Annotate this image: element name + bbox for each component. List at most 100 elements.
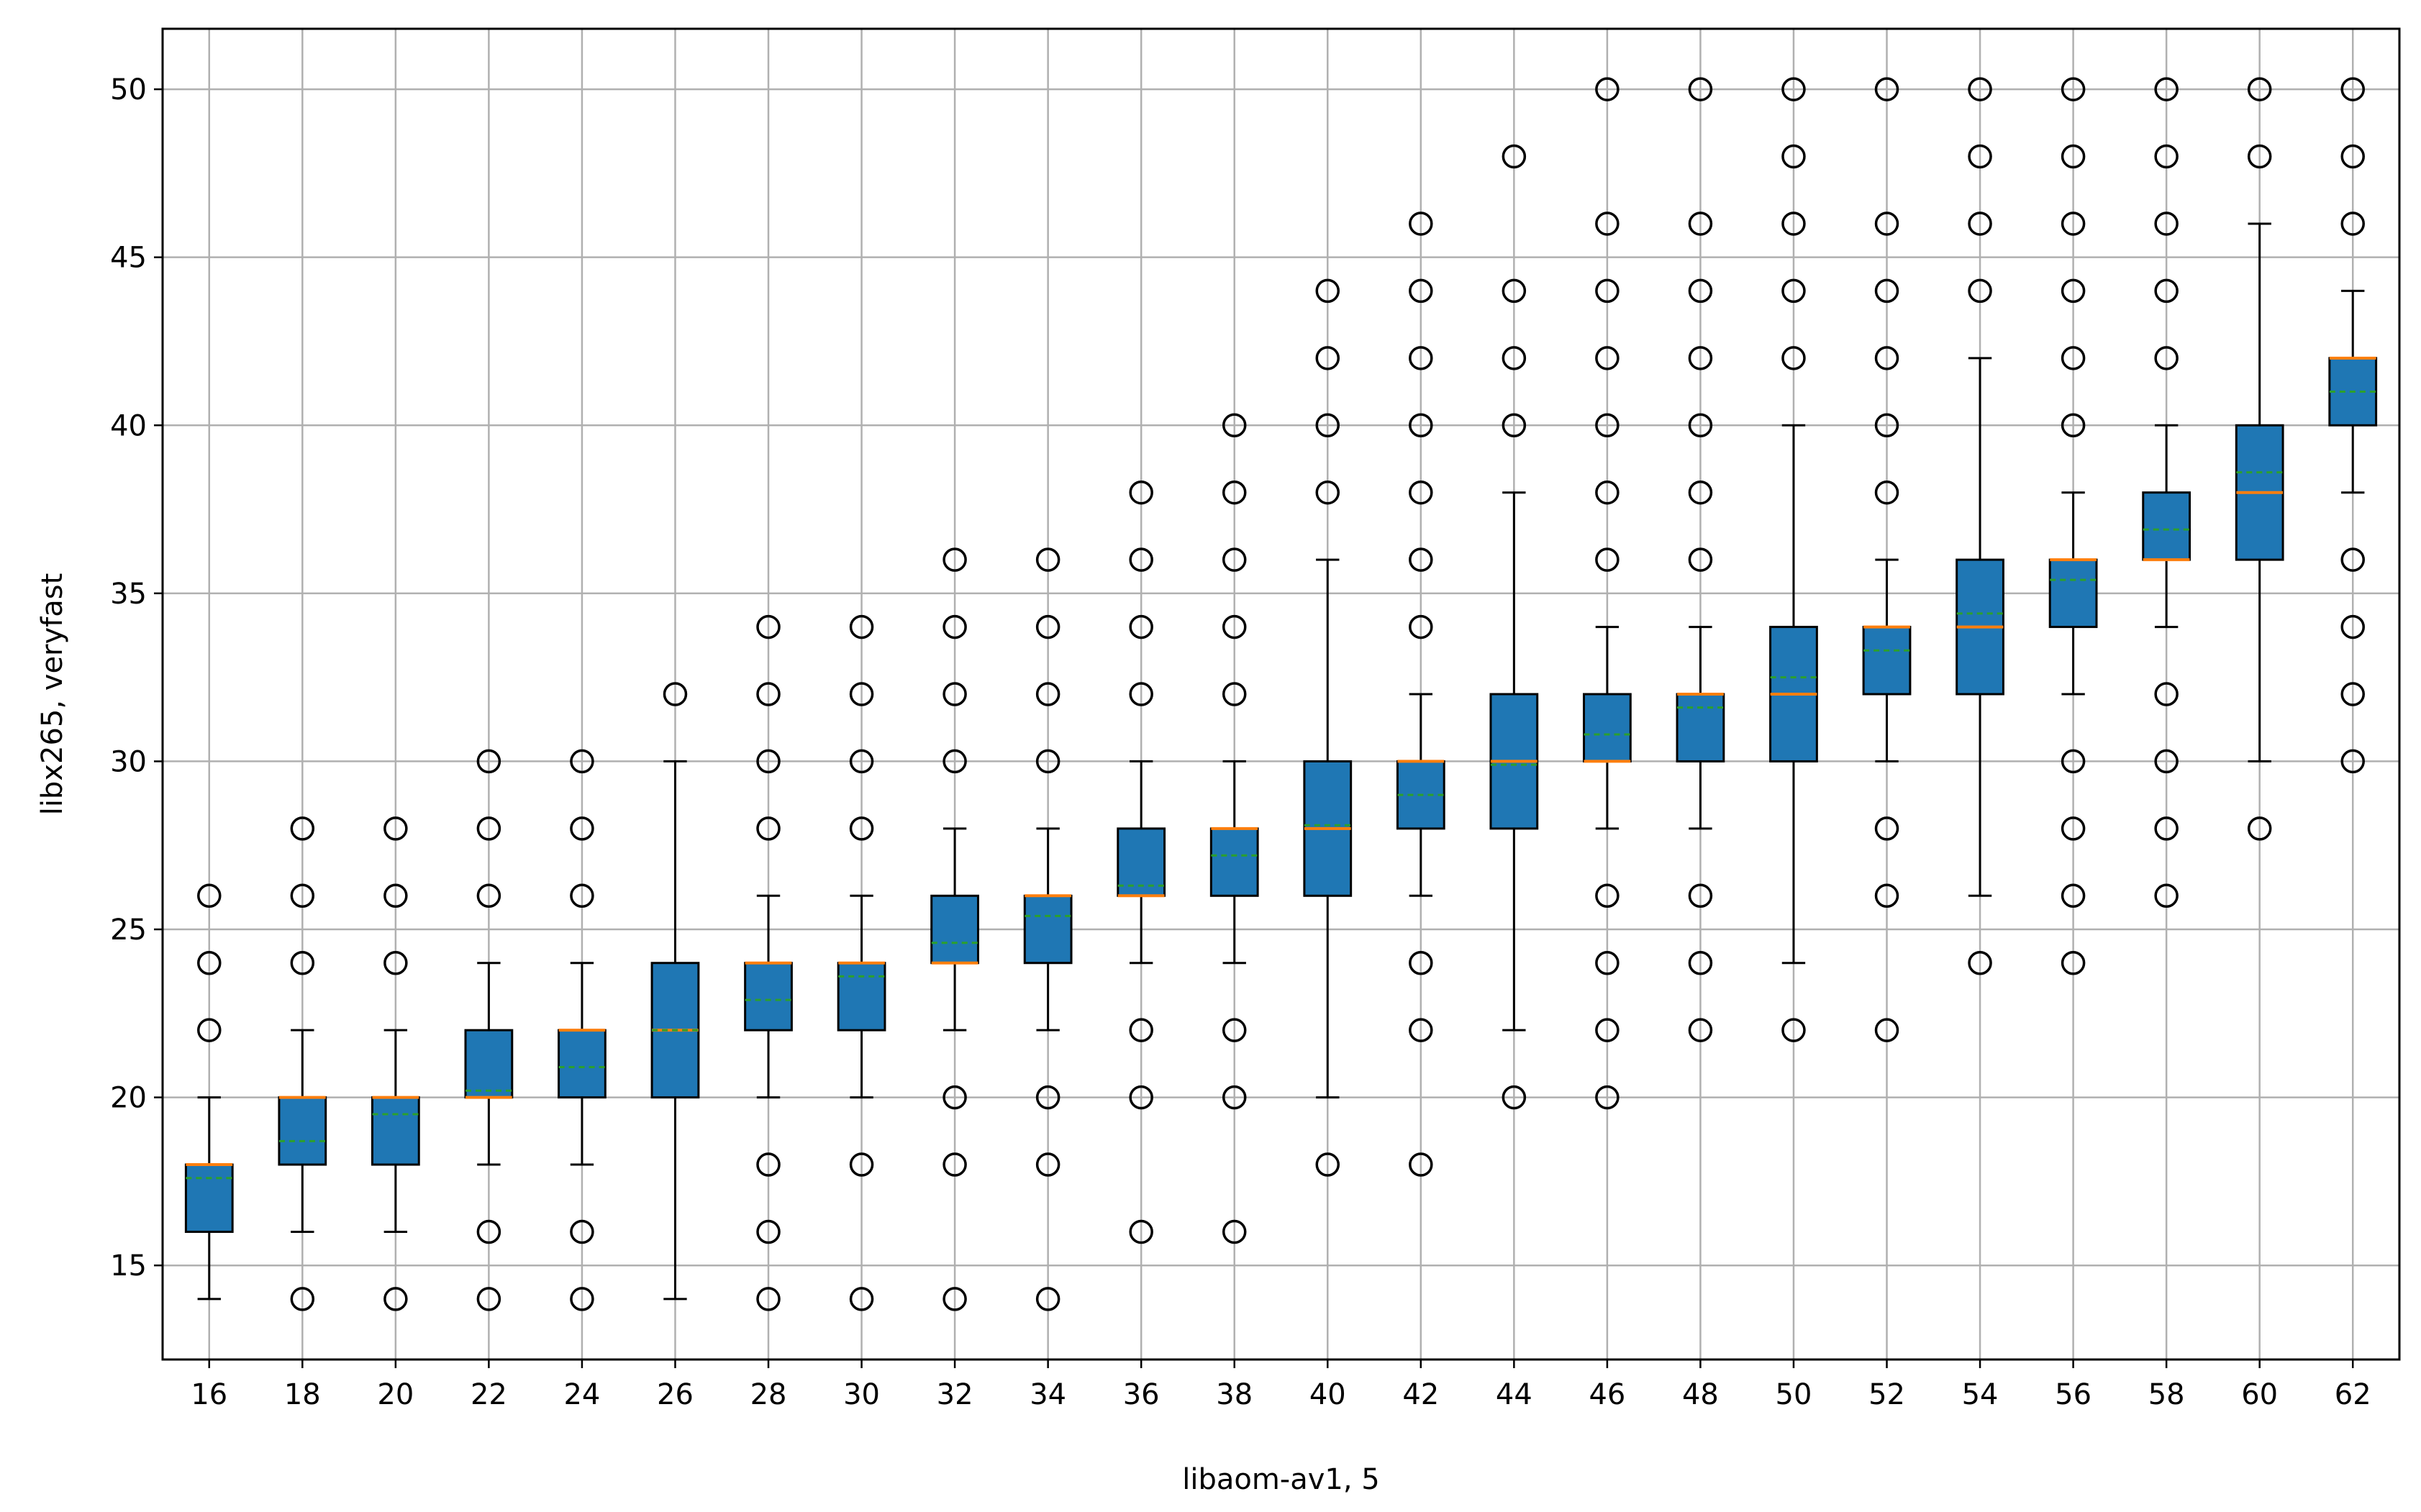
box-group (930, 547, 979, 1311)
outlier-point (756, 682, 781, 706)
outlier-point (663, 682, 688, 706)
outlier-point (942, 1287, 967, 1311)
box-group (278, 816, 327, 1311)
outlier-point (1409, 211, 1433, 236)
x-tick-label: 62 (2335, 1378, 2371, 1411)
x-tick-label: 40 (1309, 1378, 1346, 1411)
outlier-point (383, 883, 408, 908)
outlier-point (2061, 413, 2086, 438)
box-group (1303, 278, 1353, 1177)
outlier-point (1502, 144, 1527, 169)
outlier-point (1222, 480, 1247, 505)
outlier-point (1874, 413, 1899, 438)
x-tick-label: 34 (1030, 1378, 1066, 1411)
outlier-point (1222, 682, 1247, 706)
outlier-point (570, 1219, 594, 1244)
outlier-point (1502, 346, 1527, 370)
box-group (2048, 77, 2098, 975)
outlier-point (849, 1152, 874, 1177)
outlier-point (1595, 77, 1620, 101)
box-group (744, 614, 793, 1311)
outlier-point (849, 682, 874, 706)
outlier-point (1315, 1152, 1340, 1177)
outlier-point (476, 1287, 501, 1311)
outlier-point (942, 1085, 967, 1110)
outlier-point (1688, 547, 1713, 572)
outlier-point (1409, 1152, 1433, 1177)
outlier-point (570, 883, 594, 908)
outlier-point (942, 682, 967, 706)
outlier-point (849, 749, 874, 774)
outlier-point (1781, 1018, 1806, 1042)
outlier-point (570, 749, 594, 774)
outlier-point (1315, 278, 1340, 304)
box-group (2235, 77, 2284, 841)
outlier-point (2061, 883, 2086, 908)
outlier-point (1595, 211, 1620, 236)
box-group (1117, 480, 1166, 1244)
outlier-point (942, 547, 967, 572)
outlier-point (2247, 77, 2272, 101)
outlier-point (1222, 547, 1247, 572)
outlier-point (476, 883, 501, 908)
outlier-point (476, 749, 501, 774)
outlier-point (2154, 278, 2179, 304)
x-tick-label: 44 (1496, 1378, 1532, 1411)
x-axis-label: libaom-av1, 5 (1182, 1463, 1380, 1496)
outlier-point (1502, 278, 1527, 304)
outlier-point (1129, 547, 1153, 572)
outlier-point (1409, 950, 1433, 975)
outlier-point (1595, 278, 1620, 304)
box-group (1956, 77, 2004, 975)
boxes (184, 77, 2378, 1311)
outlier-point (2154, 211, 2179, 236)
y-tick-label: 50 (110, 73, 147, 106)
outlier-point (197, 950, 222, 975)
outlier-point (756, 1152, 781, 1177)
x-tick-label: 36 (1123, 1378, 1160, 1411)
box-group (1209, 413, 1259, 1244)
box-group (1396, 211, 1445, 1177)
outlier-point (1222, 1085, 1247, 1110)
outlier-point (1688, 211, 1713, 236)
outlier-point (2247, 816, 2272, 841)
outlier-point (383, 816, 408, 841)
outlier-point (1502, 1085, 1527, 1110)
outlier-point (1502, 413, 1527, 438)
outlier-point (1874, 211, 1899, 236)
x-tick-label: 22 (471, 1378, 507, 1411)
outlier-point (290, 816, 315, 841)
outlier-point (849, 1287, 874, 1311)
box-group (650, 682, 700, 1301)
y-tick-label: 20 (110, 1082, 147, 1115)
outlier-point (1315, 346, 1340, 370)
outlier-point (2061, 278, 2086, 304)
outlier-point (2154, 77, 2179, 101)
x-tick-label: 60 (2241, 1378, 2278, 1411)
outlier-point (1968, 950, 1992, 975)
box-group (1583, 77, 1632, 1110)
outlier-point (1781, 211, 1806, 236)
x-tick-label: 56 (2055, 1378, 2091, 1411)
outlier-point (290, 950, 315, 975)
outlier-point (1035, 1152, 1060, 1177)
outlier-point (2061, 77, 2086, 101)
box-iqr (184, 1163, 234, 1233)
box-group (1769, 77, 1818, 1042)
outlier-point (1035, 749, 1060, 774)
outlier-point (1129, 1018, 1153, 1042)
outlier-point (1874, 816, 1899, 841)
outlier-point (2340, 614, 2365, 639)
outlier-point (1595, 883, 1620, 908)
outlier-point (2340, 749, 2365, 774)
outlier-point (1968, 77, 1992, 101)
box-group (184, 883, 234, 1301)
box-iqr (1209, 827, 1259, 897)
box-iqr (2142, 491, 2191, 561)
outlier-point (197, 883, 222, 908)
outlier-point (942, 1152, 967, 1177)
outlier-point (1315, 413, 1340, 438)
outlier-point (1035, 1287, 1060, 1311)
y-tick-label: 35 (110, 578, 147, 611)
